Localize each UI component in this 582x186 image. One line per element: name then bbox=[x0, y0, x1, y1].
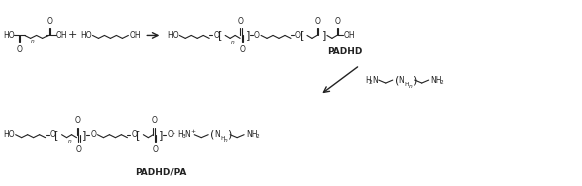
Text: O: O bbox=[49, 130, 55, 139]
Text: n: n bbox=[409, 84, 413, 89]
Text: O: O bbox=[16, 45, 22, 54]
Text: N: N bbox=[214, 130, 220, 139]
Text: +: + bbox=[68, 31, 77, 40]
Text: ]: ] bbox=[246, 31, 250, 40]
Text: ]: ] bbox=[82, 130, 87, 140]
Text: O: O bbox=[132, 130, 137, 139]
Text: ]: ] bbox=[159, 130, 164, 140]
Text: H: H bbox=[220, 136, 225, 141]
Text: 3: 3 bbox=[181, 134, 185, 139]
Text: [: [ bbox=[136, 130, 141, 140]
Text: [: [ bbox=[300, 31, 304, 40]
Text: H: H bbox=[365, 76, 371, 85]
Text: PADHD/PA: PADHD/PA bbox=[134, 168, 186, 177]
Text: HO: HO bbox=[3, 130, 15, 139]
Text: HO: HO bbox=[167, 31, 179, 40]
Text: ·: · bbox=[172, 129, 175, 139]
Text: O: O bbox=[213, 31, 219, 40]
Text: O: O bbox=[238, 17, 244, 25]
Text: HO: HO bbox=[3, 31, 15, 40]
Text: N: N bbox=[399, 76, 404, 85]
Text: O: O bbox=[295, 31, 301, 40]
Text: N: N bbox=[372, 76, 378, 85]
Text: OH: OH bbox=[344, 31, 356, 40]
Text: n: n bbox=[68, 139, 71, 144]
Text: H: H bbox=[404, 82, 409, 86]
Text: 2: 2 bbox=[255, 134, 259, 139]
Text: ): ) bbox=[411, 75, 416, 85]
Text: NH: NH bbox=[246, 130, 258, 139]
Text: O: O bbox=[239, 45, 245, 54]
Text: PADHD: PADHD bbox=[327, 47, 362, 56]
Text: OH: OH bbox=[55, 31, 67, 40]
Text: O: O bbox=[254, 31, 260, 40]
Text: n: n bbox=[31, 39, 34, 44]
Text: 2: 2 bbox=[369, 80, 372, 85]
Text: O: O bbox=[90, 130, 97, 139]
Text: NH: NH bbox=[431, 76, 442, 85]
Text: ]: ] bbox=[322, 31, 326, 40]
Text: [: [ bbox=[54, 130, 59, 140]
Text: n: n bbox=[224, 138, 228, 143]
Text: n: n bbox=[231, 40, 235, 45]
Text: H: H bbox=[178, 130, 183, 139]
Text: (: ( bbox=[395, 75, 399, 85]
Text: O: O bbox=[74, 116, 80, 125]
Text: HO: HO bbox=[80, 31, 92, 40]
Text: +: + bbox=[190, 129, 195, 134]
Text: 2: 2 bbox=[439, 80, 443, 85]
Text: OH: OH bbox=[129, 31, 141, 40]
Text: O: O bbox=[335, 17, 340, 25]
Text: O: O bbox=[152, 145, 158, 154]
Text: [: [ bbox=[218, 31, 222, 40]
Text: N: N bbox=[184, 130, 190, 139]
Text: O: O bbox=[167, 130, 173, 139]
Text: O: O bbox=[151, 116, 157, 125]
Text: O: O bbox=[47, 17, 52, 25]
Text: O: O bbox=[76, 145, 81, 154]
Text: O: O bbox=[315, 17, 321, 25]
Text: (: ( bbox=[210, 130, 215, 140]
Text: ): ) bbox=[227, 130, 232, 140]
